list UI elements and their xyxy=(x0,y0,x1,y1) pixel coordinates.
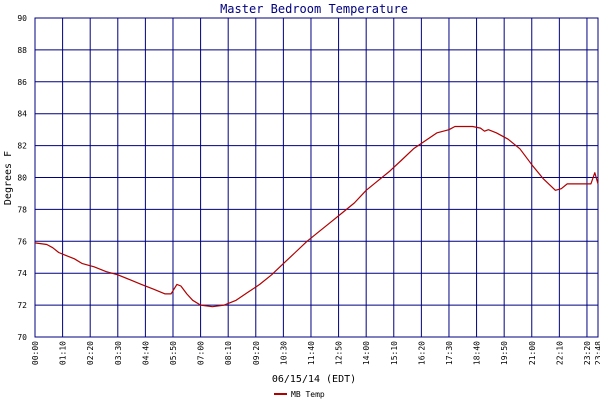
grid xyxy=(34,17,599,338)
legend: MB Temp xyxy=(274,390,325,399)
x-tick-label: 00:00 xyxy=(31,341,40,365)
x-tick-label: 01:10 xyxy=(59,341,68,365)
x-tick-label: 09:20 xyxy=(252,341,261,365)
y-axis-label: Degrees F xyxy=(3,151,14,205)
y-tick-label: 82 xyxy=(17,142,27,151)
y-tick-label: 86 xyxy=(17,78,27,87)
y-tick-label: 72 xyxy=(17,301,27,310)
x-tick-label: 04:40 xyxy=(141,341,150,365)
y-tick-label: 74 xyxy=(17,269,27,278)
x-tick-label: 18:40 xyxy=(473,341,482,365)
y-tick-labels: 70 72 74 76 78 80 82 84 86 88 90 xyxy=(17,14,27,342)
x-tick-label: 15:10 xyxy=(390,341,399,365)
x-tick-label: 10:30 xyxy=(279,341,288,365)
x-tick-label: 02:20 xyxy=(86,341,95,365)
y-tick-label: 76 xyxy=(17,237,27,246)
x-axis-label: 06/15/14 (EDT) xyxy=(272,374,356,385)
y-tick-label: 78 xyxy=(17,205,27,214)
x-tick-label: 23:48 xyxy=(594,341,600,365)
x-tick-label: 23:20 xyxy=(583,341,592,365)
y-tick-label: 70 xyxy=(17,333,27,342)
x-tick-label: 03:30 xyxy=(114,341,123,365)
x-tick-label: 16:20 xyxy=(417,341,426,365)
x-tick-label: 19:50 xyxy=(500,341,509,365)
y-tick-label: 88 xyxy=(17,46,27,55)
x-tick-label: 21:00 xyxy=(528,341,537,365)
y-tick-label: 90 xyxy=(17,14,27,23)
x-tick-labels: 00:00 01:10 02:20 03:30 04:40 05:50 07:00 08:10… xyxy=(31,341,600,365)
y-tick-label: 80 xyxy=(17,174,27,183)
x-tick-label: 14:00 xyxy=(362,341,371,365)
y-tick-label: 84 xyxy=(17,110,27,119)
x-tick-label: 17:30 xyxy=(445,341,454,365)
x-tick-label: 22:10 xyxy=(555,341,564,365)
x-tick-label: 07:00 xyxy=(197,341,206,365)
x-tick-label: 11:40 xyxy=(307,341,316,365)
x-tick-label: 08:10 xyxy=(224,341,233,365)
legend-label: MB Temp xyxy=(291,390,325,399)
series-line-mb-temp xyxy=(34,125,599,308)
series-layer xyxy=(34,125,599,308)
x-tick-label: 12:50 xyxy=(335,341,344,365)
chart-title: Master Bedroom Temperature xyxy=(220,2,408,16)
x-tick-label: 05:50 xyxy=(169,341,178,365)
